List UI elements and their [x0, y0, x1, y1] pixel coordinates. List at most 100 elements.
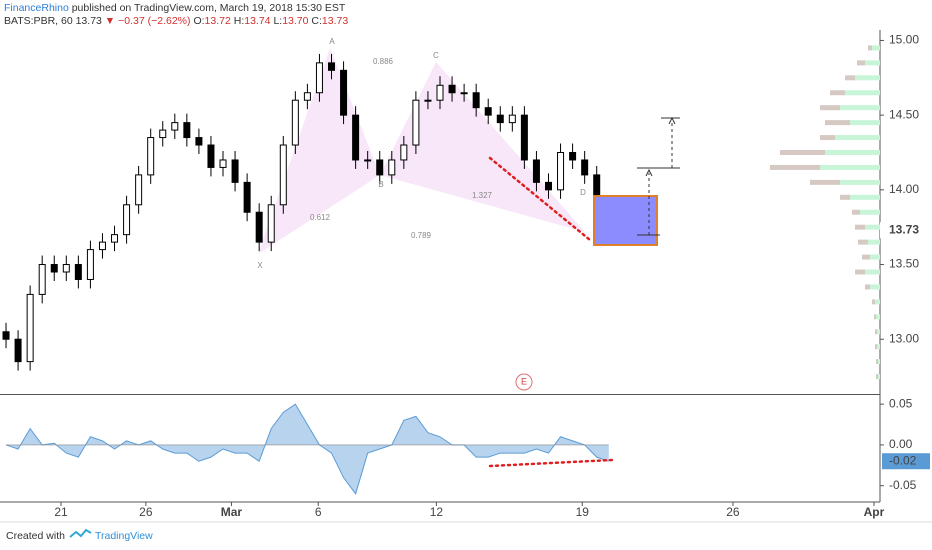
profile-down: [876, 359, 878, 365]
ohlc-value: 13.72: [204, 15, 231, 27]
profile-up: [845, 90, 880, 96]
candle-body: [508, 114, 516, 124]
annotation: B: [378, 180, 383, 189]
profile-up: [840, 179, 880, 185]
candle-body: [38, 264, 46, 295]
candle-body: [195, 137, 203, 146]
annotation: A: [329, 37, 335, 46]
candle-body: [98, 241, 106, 251]
profile-up: [877, 329, 880, 335]
candle-body: [581, 159, 589, 176]
candle-body: [291, 99, 299, 146]
ohlc-label: L:: [273, 15, 283, 27]
event-marker: [515, 373, 533, 391]
profile-down: [876, 374, 878, 380]
profile-up: [865, 224, 880, 230]
profile-up: [850, 120, 880, 126]
x-tick-label: 19: [576, 505, 590, 519]
candle-body: [62, 264, 70, 273]
candle-body: [243, 181, 251, 213]
x-tick-label: 26: [139, 505, 153, 519]
profile-down: [840, 194, 850, 200]
change: −0.37 (−2.62%): [118, 15, 191, 27]
candle-body: [557, 151, 565, 191]
ohlc-label: O:: [193, 15, 205, 27]
candle-body: [424, 99, 432, 102]
profile-down: [852, 209, 860, 215]
profile-up: [875, 299, 880, 305]
profile-up: [872, 45, 880, 51]
candle-body: [532, 159, 540, 183]
header: FinanceRhino published on TradingView.co…: [4, 2, 348, 28]
candle-body: [448, 84, 456, 94]
profile-up: [850, 194, 880, 200]
annotation: D: [580, 188, 586, 197]
x-tick-label: 21: [54, 505, 68, 519]
y-tick-label: 14.00: [889, 182, 919, 196]
header-line: FinanceRhino published on TradingView.co…: [4, 2, 348, 15]
arrow-head: [645, 168, 653, 177]
value-tag-label: -0.02: [889, 453, 917, 467]
candle-body: [472, 92, 480, 109]
profile-down: [845, 75, 855, 81]
profile-down: [862, 254, 870, 260]
candle-body: [183, 122, 191, 139]
footer: Created with TradingView: [6, 530, 153, 542]
profile-down: [810, 179, 840, 185]
profile-up: [835, 135, 880, 141]
candle-body: [412, 99, 420, 146]
profile-down: [875, 329, 877, 335]
ohlc-value: 13.73: [321, 15, 349, 27]
annotation: 1.327: [472, 191, 493, 200]
y-tick-label: 13.00: [889, 331, 919, 345]
author: FinanceRhino: [4, 2, 69, 14]
ohlc-label: H:: [233, 15, 245, 27]
profile-down: [857, 60, 865, 66]
candle-body: [569, 151, 577, 161]
candle-body: [147, 137, 155, 176]
profile-down: [868, 45, 872, 51]
annotation: 0.886: [373, 57, 394, 66]
x-tick-label: Apr: [864, 505, 885, 519]
published: published on TradingView.com, March 19, …: [71, 2, 346, 14]
candle-body: [315, 62, 323, 94]
profile-up: [868, 239, 880, 245]
candle-body: [484, 107, 492, 116]
profile-up: [865, 269, 880, 275]
candle-body: [352, 114, 360, 161]
y-tick-label: 14.50: [889, 107, 919, 121]
last: 13.73: [75, 15, 102, 27]
header-line: BATS:PBR, 60 13.73 ▼ −0.37 (−2.62%) O:13…: [4, 15, 348, 28]
candle-body: [74, 264, 82, 280]
profile-up: [820, 164, 880, 170]
profile-up: [876, 314, 880, 320]
candle-body: [436, 84, 444, 101]
profile-down: [855, 224, 865, 230]
brand-logo: [69, 528, 92, 538]
y-tick-label: 0.00: [889, 437, 913, 451]
candle-body: [135, 174, 143, 206]
profile-down: [830, 90, 845, 96]
profile-up: [878, 374, 880, 380]
annotation: X: [257, 261, 263, 270]
profile-down: [780, 149, 825, 155]
candle-body: [400, 144, 408, 161]
candle-body: [50, 264, 58, 273]
ohlc-value: 13.70: [282, 15, 309, 27]
candle-body: [26, 293, 34, 363]
candle-body: [2, 331, 10, 340]
profile-down: [825, 120, 850, 126]
candle-body: [207, 144, 215, 168]
divergence-line: [488, 458, 614, 468]
marks: 15.00 14.50 14.00 13.50 13.00 13.73 X A B C D 0.612…: [2, 33, 932, 519]
annotation: E: [521, 376, 527, 386]
candle-body: [364, 159, 372, 162]
value-tag: [882, 453, 930, 470]
profile-down: [875, 344, 877, 350]
profile-down: [858, 239, 868, 245]
candle-body: [279, 144, 287, 206]
profile-down: [770, 164, 820, 170]
candle-body: [123, 204, 131, 236]
